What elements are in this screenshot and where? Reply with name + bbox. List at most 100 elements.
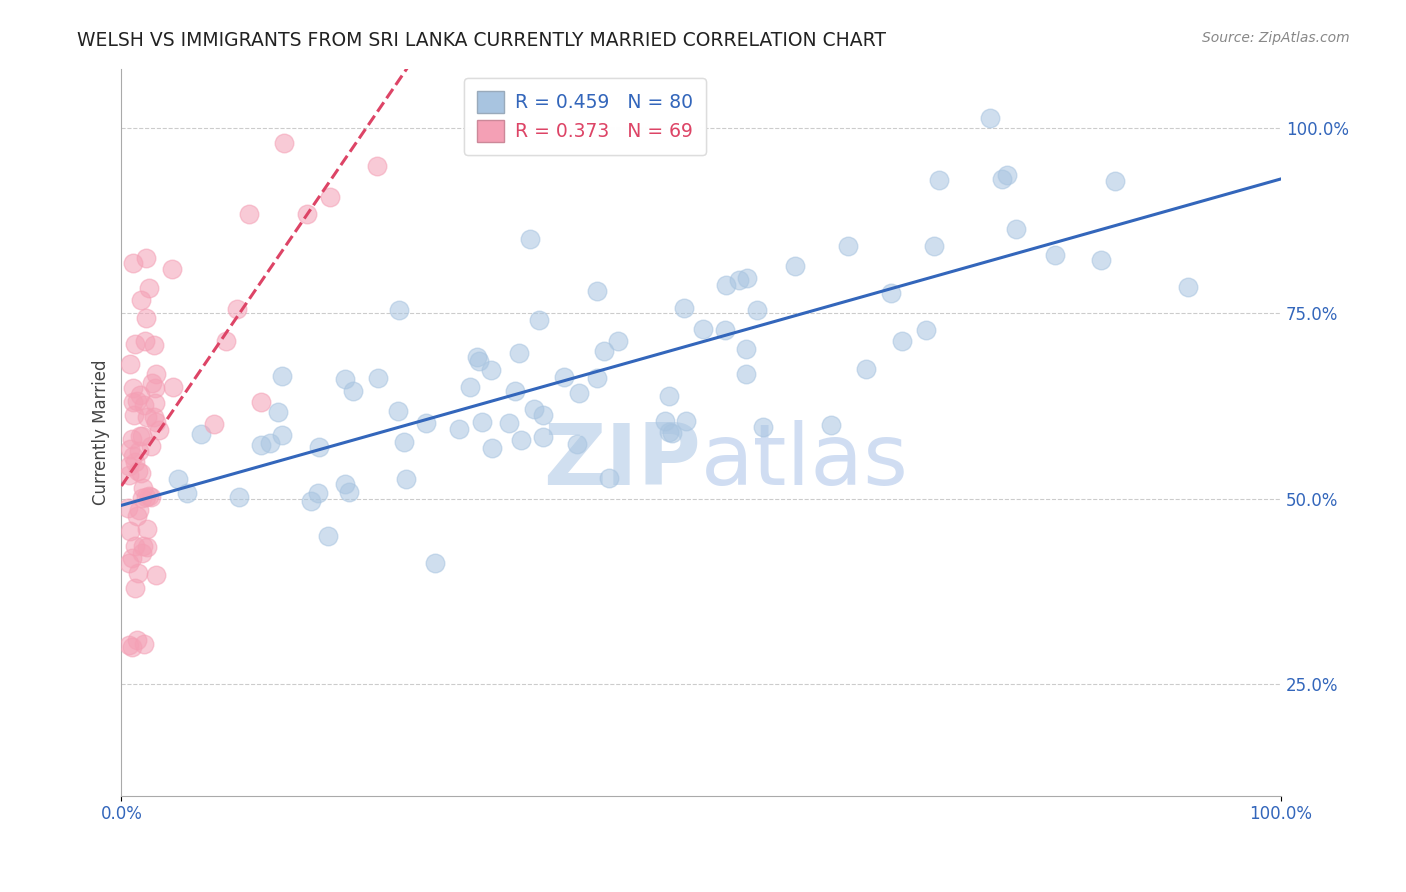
Point [1090, 252, 1112, 267]
Point [673, 301, 696, 315]
Point [299, 493, 322, 508]
Point [135, 522, 157, 536]
Point [127, 508, 149, 523]
Point [1045, 247, 1067, 261]
Point [337, 485, 360, 500]
Point [467, 354, 489, 368]
Point [783, 259, 806, 273]
Point [394, 473, 416, 487]
Point [132, 539, 155, 553]
Point [891, 334, 914, 348]
Point [509, 434, 531, 448]
Point [735, 367, 758, 381]
Point [423, 557, 446, 571]
Point [335, 371, 357, 385]
Point [118, 556, 141, 570]
Point [751, 419, 773, 434]
Point [160, 261, 183, 276]
Point [333, 476, 356, 491]
Point [118, 459, 141, 474]
Point [124, 581, 146, 595]
Point [121, 640, 143, 655]
Point [273, 136, 295, 150]
Point [508, 346, 530, 360]
Point [129, 466, 152, 480]
Point [176, 486, 198, 500]
Point [143, 395, 166, 409]
Point [598, 471, 620, 485]
Point [465, 350, 488, 364]
Point [586, 285, 609, 299]
Point [134, 334, 156, 349]
Point [132, 482, 155, 496]
Point [122, 408, 145, 422]
Point [138, 489, 160, 503]
Point [658, 389, 681, 403]
Point [190, 427, 212, 442]
Point [592, 344, 614, 359]
Point [714, 278, 737, 293]
Point [855, 362, 877, 376]
Point [120, 357, 142, 371]
Point [145, 368, 167, 382]
Point [129, 293, 152, 307]
Point [1005, 222, 1028, 236]
Point [142, 338, 165, 352]
Point [132, 398, 155, 412]
Point [124, 539, 146, 553]
Point [121, 256, 143, 270]
Point [118, 468, 141, 483]
Y-axis label: Currently Married: Currently Married [93, 359, 110, 505]
Point [136, 540, 159, 554]
Point [142, 410, 165, 425]
Point [979, 111, 1001, 125]
Point [735, 342, 758, 356]
Point [837, 239, 859, 253]
Point [503, 384, 526, 398]
Point [148, 423, 170, 437]
Point [138, 281, 160, 295]
Point [713, 323, 735, 337]
Point [128, 429, 150, 443]
Point [135, 409, 157, 424]
Point [125, 393, 148, 408]
Point [519, 232, 541, 246]
Point [531, 430, 554, 444]
Point [498, 416, 520, 430]
Point [127, 633, 149, 648]
Point [565, 437, 588, 451]
Point [131, 546, 153, 560]
Point [392, 434, 415, 449]
Point [128, 503, 150, 517]
Legend: R = 0.459   N = 80, R = 0.373   N = 69: R = 0.459 N = 80, R = 0.373 N = 69 [464, 78, 706, 155]
Point [661, 425, 683, 440]
Point [692, 322, 714, 336]
Point [342, 384, 364, 398]
Text: WELSH VS IMMIGRANTS FROM SRI LANKA CURRENTLY MARRIED CORRELATION CHART: WELSH VS IMMIGRANTS FROM SRI LANKA CURRE… [77, 31, 886, 50]
Point [991, 171, 1014, 186]
Point [387, 404, 409, 418]
Text: ZIP: ZIP [544, 420, 702, 503]
Point [202, 417, 225, 431]
Point [141, 490, 163, 504]
Point [162, 380, 184, 394]
Point [997, 168, 1019, 182]
Point [270, 369, 292, 384]
Point [132, 637, 155, 651]
Point [914, 323, 936, 337]
Point [388, 303, 411, 318]
Point [928, 173, 950, 187]
Point [135, 251, 157, 265]
Point [307, 486, 329, 500]
Point [728, 272, 751, 286]
Point [122, 381, 145, 395]
Point [531, 408, 554, 422]
Point [319, 189, 342, 203]
Point [117, 501, 139, 516]
Point [527, 312, 550, 326]
Point [131, 491, 153, 505]
Point [128, 443, 150, 458]
Point [271, 427, 294, 442]
Point [295, 207, 318, 221]
Point [880, 286, 903, 301]
